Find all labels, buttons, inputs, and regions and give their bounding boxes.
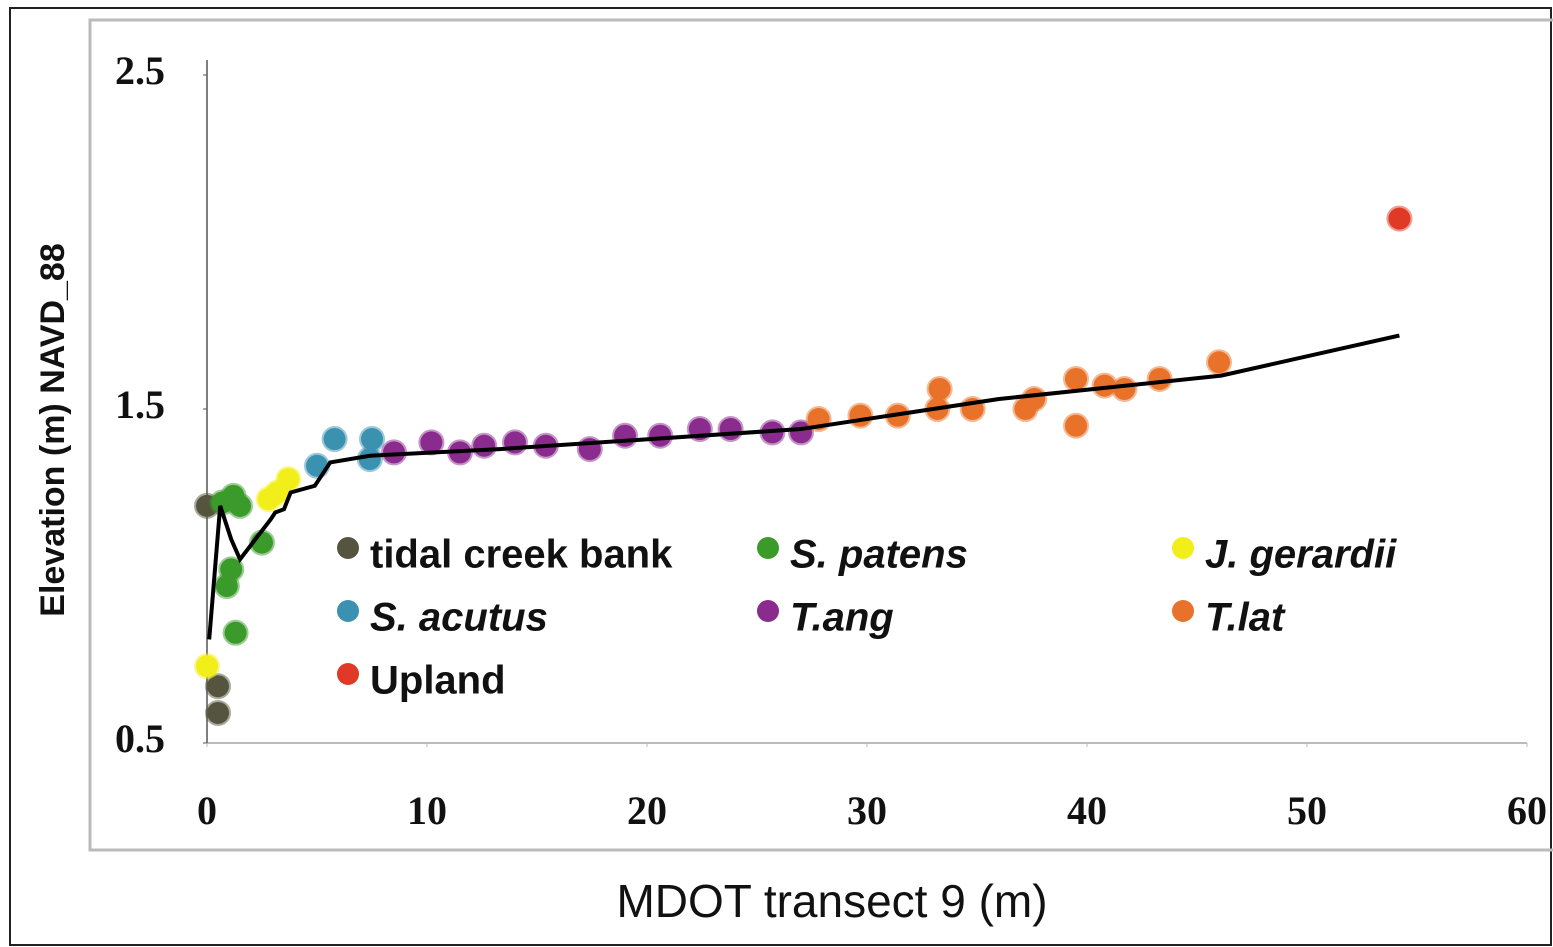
legend-marker <box>757 600 779 622</box>
legend-label: J. gerardii <box>1205 533 1397 577</box>
point <box>222 619 249 646</box>
point <box>1386 205 1413 232</box>
point <box>1206 349 1232 376</box>
y-tick-label: 1.5 <box>115 382 165 427</box>
y-tick-label: 0.5 <box>115 716 165 761</box>
trend-line <box>207 333 1400 640</box>
x-tick-label: 20 <box>627 788 667 833</box>
plot-frame <box>88 18 1553 852</box>
point <box>612 422 638 449</box>
y-axis-label: Elevation (m) NAVD_88 <box>34 243 72 616</box>
point <box>1063 365 1089 392</box>
point <box>717 416 744 443</box>
x-tick-label: 10 <box>407 788 447 833</box>
point <box>205 699 231 726</box>
point <box>205 673 231 700</box>
legend-label: S. acutus <box>370 596 548 640</box>
point <box>213 573 240 600</box>
x-axis-label: MDOT transect 9 (m) <box>616 875 1047 927</box>
point <box>1021 385 1048 412</box>
legend-marker <box>1172 600 1194 622</box>
point <box>1063 412 1089 439</box>
x-tick-label: 0 <box>197 788 217 833</box>
point <box>1111 375 1138 402</box>
y-tick-label: 2.5 <box>115 48 165 93</box>
legend-marker <box>757 537 779 559</box>
point <box>418 429 445 456</box>
legend-label: T.ang <box>790 596 894 640</box>
legend-label: tidal creek bank <box>370 533 673 577</box>
legend-label: T.lat <box>1205 596 1286 640</box>
x-tick-label: 50 <box>1287 788 1327 833</box>
point <box>227 492 253 519</box>
point <box>471 432 498 459</box>
point <box>194 653 220 680</box>
x-tick-label: 40 <box>1067 788 1107 833</box>
legend-marker <box>337 537 359 559</box>
legend-label: S. patens <box>790 533 968 577</box>
point <box>847 402 874 429</box>
point <box>926 375 953 402</box>
point <box>359 426 385 453</box>
legend-marker <box>337 663 359 685</box>
point <box>321 426 348 453</box>
x-tick-label: 60 <box>1507 788 1547 833</box>
frame <box>9 7 1552 946</box>
point <box>647 422 674 449</box>
legend-label: Upland <box>370 659 506 703</box>
point <box>264 479 291 506</box>
point <box>1146 365 1173 392</box>
x-tick-label: 30 <box>847 788 887 833</box>
legend-marker <box>337 600 359 622</box>
legend-marker <box>1172 537 1194 559</box>
